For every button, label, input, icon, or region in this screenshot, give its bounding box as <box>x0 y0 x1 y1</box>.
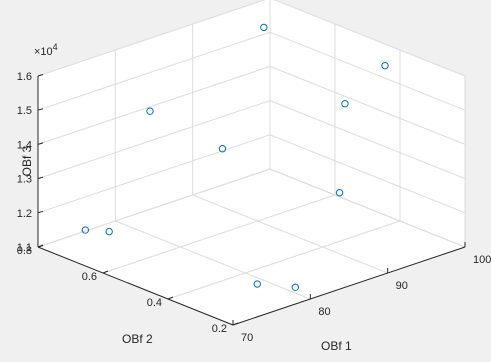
grid-line-z-right <box>269 168 466 248</box>
grid-line-z-back <box>37 0 266 77</box>
grid-line-z-right <box>269 100 466 180</box>
back-wall-pane <box>38 0 270 247</box>
z-exponent-power: 4 <box>53 42 58 52</box>
x-tick-label: 90 <box>396 280 408 292</box>
x-tick-label: 80 <box>318 306 330 318</box>
tick-labels: 70 80 90 100 0.2 0.4 0.6 0.81.1 1.2 1.3 1.4 1.5 1.6 <box>17 71 491 344</box>
y-tick-mark <box>232 322 239 326</box>
axes-edges <box>37 76 466 326</box>
x-axis-label: OBf 1 <box>321 339 352 353</box>
data-point <box>335 189 344 197</box>
tick-marks <box>37 74 466 326</box>
y-tick-mark <box>167 296 174 300</box>
grid-line-z-right <box>269 134 466 214</box>
data-point <box>105 227 113 236</box>
z-exponent-label: ×104 <box>34 42 58 58</box>
z-tick-label: 1.2 <box>17 208 32 220</box>
x-axis-line <box>232 246 466 326</box>
right-wall-pane <box>270 0 465 247</box>
z-tick-mark <box>37 142 44 145</box>
grid-line-y-floor <box>167 220 401 300</box>
z-tick-label: 1.5 <box>17 105 32 117</box>
z-tick-label: 1.3 <box>17 174 32 186</box>
grid-line-z-back <box>37 65 271 145</box>
data-point <box>341 100 349 108</box>
x-tick-label: 70 <box>241 332 253 344</box>
grid-line-z-back <box>37 168 271 248</box>
z-tick-mark <box>37 210 44 214</box>
z-tick-mark <box>37 176 44 180</box>
grid-line-y-floor <box>102 194 336 274</box>
grid-line-x-floor <box>192 194 388 274</box>
axes-panes <box>38 0 465 325</box>
z-tick-mark <box>37 74 44 77</box>
grid-line-z-right <box>273 0 466 77</box>
grid-line-z-back <box>37 100 271 180</box>
z-axis-label: OBf 3 <box>20 145 34 176</box>
y-tick-label: 0.4 <box>147 297 162 309</box>
data-point <box>253 280 261 288</box>
grid-line-x-floor <box>115 220 311 300</box>
data-point <box>218 145 227 153</box>
grid-line-z-back <box>37 134 271 214</box>
z-tick-label: 1.4 <box>17 139 32 151</box>
data-point <box>260 23 268 32</box>
grid-line-z-back <box>37 31 271 111</box>
y-tick-label: 0.8 <box>17 245 32 257</box>
grid-line-z-right <box>269 31 466 111</box>
grid-line-z-right <box>269 65 466 145</box>
data-point <box>381 61 389 70</box>
z-tick-label: 1.1 <box>17 242 32 254</box>
z-exponent-base: ×10 <box>34 46 53 58</box>
y-tick-mark <box>102 270 109 274</box>
data-point <box>146 107 154 115</box>
grid-lines <box>37 0 466 326</box>
y-axis-label: OBf 2 <box>122 332 153 346</box>
data-point <box>81 226 90 234</box>
data-point <box>291 283 300 291</box>
x-tick-label: 100 <box>473 254 491 266</box>
z-tick-mark <box>37 245 44 248</box>
floor-pane <box>38 169 465 325</box>
data-points <box>81 23 389 291</box>
z-tick-label: 1.6 <box>17 71 32 83</box>
y-tick-label: 0.6 <box>82 271 97 283</box>
y-tick-label: 0.2 <box>212 323 227 335</box>
z-tick-mark <box>37 108 44 111</box>
y-axis-line <box>37 246 234 326</box>
